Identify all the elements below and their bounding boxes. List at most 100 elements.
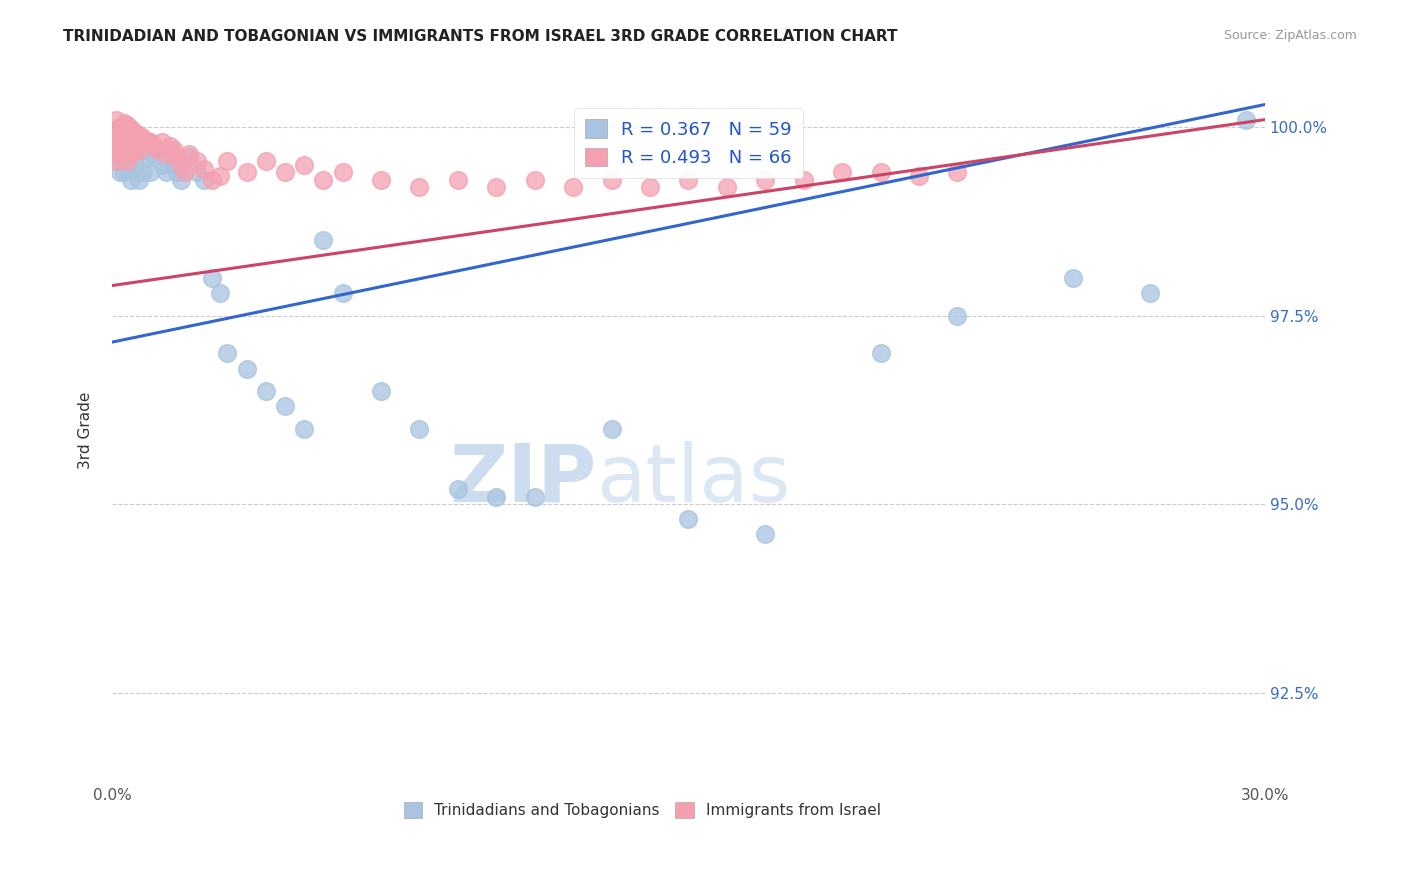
Point <box>1062 271 1084 285</box>
Point <box>754 173 776 187</box>
Point <box>139 165 162 179</box>
Point <box>132 131 155 145</box>
Point <box>150 158 173 172</box>
Point <box>112 135 135 149</box>
Point <box>166 165 188 179</box>
Point <box>254 384 277 399</box>
Point <box>143 150 166 164</box>
Point <box>638 180 661 194</box>
Point <box>201 173 224 187</box>
Point <box>170 158 193 172</box>
Point <box>117 143 139 157</box>
Point <box>946 165 969 179</box>
Point <box>139 135 162 149</box>
Point <box>274 165 297 179</box>
Point <box>108 124 131 138</box>
Point <box>201 271 224 285</box>
Point <box>193 161 215 176</box>
Point <box>104 135 127 149</box>
Point <box>523 173 546 187</box>
Text: TRINIDADIAN AND TOBAGONIAN VS IMMIGRANTS FROM ISRAEL 3RD GRADE CORRELATION CHART: TRINIDADIAN AND TOBAGONIAN VS IMMIGRANTS… <box>63 29 898 44</box>
Point <box>120 135 142 149</box>
Point <box>120 173 142 187</box>
Point <box>208 169 231 184</box>
Point <box>370 384 392 399</box>
Text: ZIP: ZIP <box>449 441 596 518</box>
Point <box>162 143 184 157</box>
Point <box>124 143 146 157</box>
Point <box>159 139 181 153</box>
Point <box>112 128 135 142</box>
Point <box>186 165 208 179</box>
Point <box>112 150 135 164</box>
Point <box>447 482 470 496</box>
Point <box>108 120 131 135</box>
Point <box>112 143 135 157</box>
Point <box>112 121 135 136</box>
Point <box>112 165 135 179</box>
Point <box>128 135 150 149</box>
Point <box>124 126 146 140</box>
Point <box>166 150 188 164</box>
Point <box>117 135 139 149</box>
Point <box>600 422 623 436</box>
Point <box>104 146 127 161</box>
Point <box>108 131 131 145</box>
Point <box>274 399 297 413</box>
Point <box>716 180 738 194</box>
Point <box>120 121 142 136</box>
Point <box>177 150 200 164</box>
Point <box>104 154 127 169</box>
Point <box>108 131 131 145</box>
Point <box>946 309 969 323</box>
Point <box>408 422 430 436</box>
Point <box>128 173 150 187</box>
Point <box>678 173 700 187</box>
Point <box>370 173 392 187</box>
Point <box>104 121 127 136</box>
Point <box>208 286 231 301</box>
Point <box>120 146 142 161</box>
Point <box>678 512 700 526</box>
Point <box>235 361 257 376</box>
Point <box>146 143 169 157</box>
Point <box>217 154 239 169</box>
Point <box>120 150 142 164</box>
Point <box>132 143 155 157</box>
Point <box>104 143 127 157</box>
Point <box>292 158 315 172</box>
Point <box>793 173 815 187</box>
Point <box>112 131 135 145</box>
Point <box>312 173 335 187</box>
Point <box>254 154 277 169</box>
Point <box>124 158 146 172</box>
Point <box>177 146 200 161</box>
Point <box>312 233 335 247</box>
Point <box>869 346 891 360</box>
Text: atlas: atlas <box>596 441 790 518</box>
Point <box>143 139 166 153</box>
Point <box>104 126 127 140</box>
Point <box>120 135 142 149</box>
Point <box>162 158 184 172</box>
Point <box>869 165 891 179</box>
Point <box>217 346 239 360</box>
Point <box>132 165 155 179</box>
Point <box>193 173 215 187</box>
Point <box>112 116 135 130</box>
Point <box>108 139 131 153</box>
Point <box>117 158 139 172</box>
Point <box>108 165 131 179</box>
Point <box>128 128 150 142</box>
Point <box>124 143 146 157</box>
Point <box>112 146 135 161</box>
Point <box>523 490 546 504</box>
Point <box>1234 112 1257 127</box>
Point <box>562 180 585 194</box>
Point <box>108 150 131 164</box>
Point <box>135 135 157 149</box>
Point <box>159 143 181 157</box>
Point <box>332 165 354 179</box>
Point <box>128 143 150 157</box>
Y-axis label: 3rd Grade: 3rd Grade <box>79 392 93 469</box>
